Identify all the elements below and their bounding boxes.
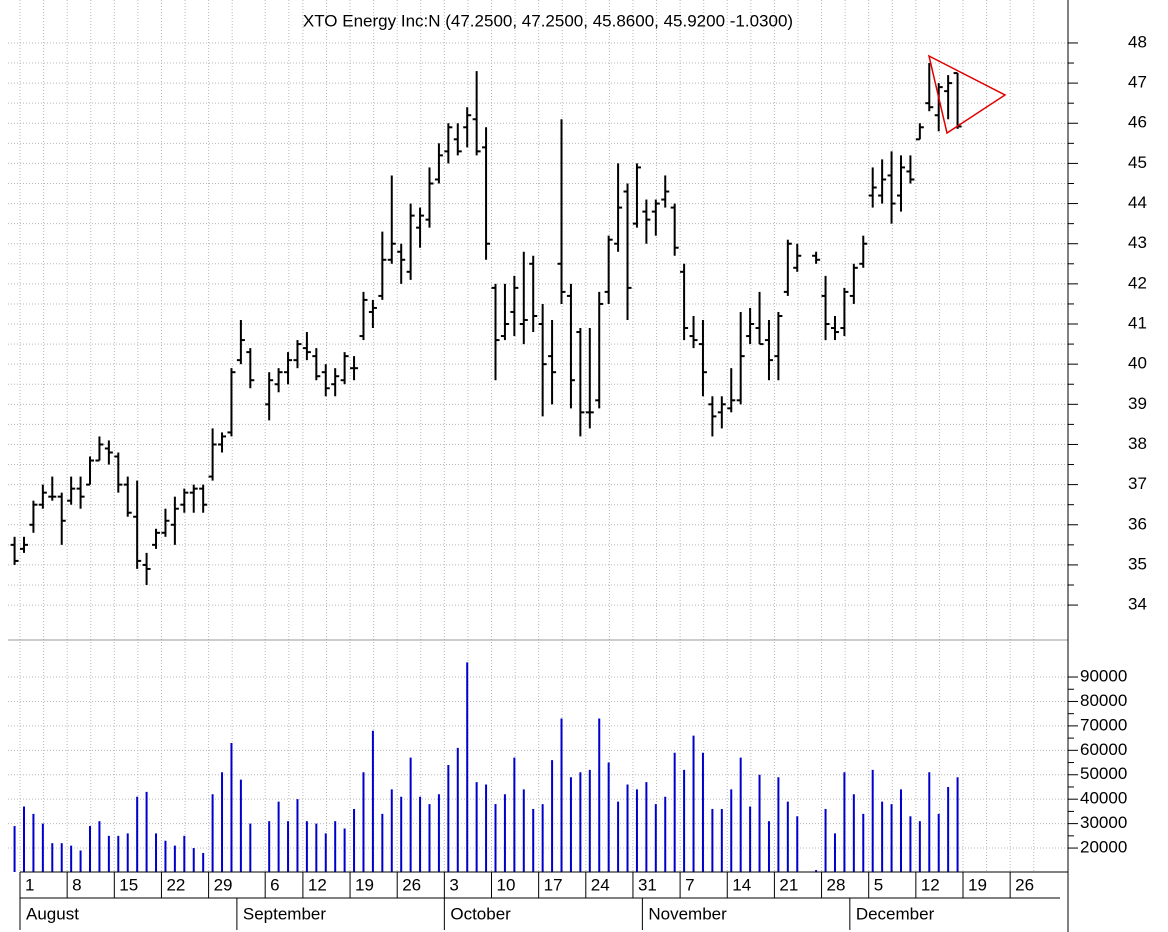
month-label: August — [26, 904, 79, 923]
x-tick-label: 21 — [779, 875, 798, 894]
y-tick-label: 36 — [1128, 514, 1147, 533]
y-tick-label: 37 — [1128, 474, 1147, 493]
x-tick-label: 1 — [25, 875, 34, 894]
y-tick-label: 47 — [1128, 73, 1147, 92]
x-tick-label: 12 — [308, 875, 327, 894]
x-tick-label: 17 — [544, 875, 563, 894]
y-tick-label: 46 — [1128, 113, 1147, 132]
y-tick-label: 44 — [1128, 193, 1147, 212]
y-tick-label: 38 — [1128, 434, 1147, 453]
x-tick-label: 10 — [497, 875, 516, 894]
volume-tick-label: 20000 — [1080, 838, 1127, 857]
month-label: October — [450, 904, 511, 923]
volume-tick-label: 80000 — [1080, 691, 1127, 710]
month-label: November — [648, 904, 727, 923]
triangle-annotation — [927, 54, 1007, 135]
x-tick-label: 7 — [685, 875, 694, 894]
y-tick-label: 43 — [1128, 233, 1147, 252]
y-tick-label: 39 — [1128, 394, 1147, 413]
x-tick-label: 8 — [72, 875, 81, 894]
volume-tick-label: 50000 — [1080, 764, 1127, 783]
chart-subtitle: XTO Energy Inc:N (47.2500, 47.2500, 45.8… — [303, 11, 793, 30]
x-tick-label: 26 — [402, 875, 421, 894]
x-tick-label: 28 — [827, 875, 846, 894]
grid-layer — [8, 0, 1068, 872]
y-tick-label: 40 — [1128, 354, 1147, 373]
volume-tick-label: 70000 — [1080, 715, 1127, 734]
x-tick-label: 19 — [355, 875, 374, 894]
x-tick-label: 15 — [119, 875, 138, 894]
y-tick-label: 42 — [1128, 273, 1147, 292]
volume-tick-label: 90000 — [1080, 667, 1127, 686]
volume-tick-label: 60000 — [1080, 740, 1127, 759]
x-tick-label: 22 — [166, 875, 185, 894]
y-tick-label: 41 — [1128, 313, 1147, 332]
x-tick-label: 12 — [921, 875, 940, 894]
y-tick-label: 48 — [1128, 32, 1147, 51]
x-tick-label: 29 — [214, 875, 233, 894]
month-label: December — [856, 904, 935, 923]
x-tick-label: 19 — [968, 875, 987, 894]
y-tick-label: 35 — [1128, 554, 1147, 573]
x-tick-label: 26 — [1015, 875, 1034, 894]
x-tick-label: 5 — [874, 875, 883, 894]
x-tick-label: 14 — [732, 875, 751, 894]
x-tick-label: 24 — [591, 875, 610, 894]
volume-tick-label: 40000 — [1080, 789, 1127, 808]
marks-layer — [10, 63, 962, 872]
y-tick-label: 34 — [1128, 595, 1147, 614]
x-tick-label: 6 — [270, 875, 279, 894]
x-tick-label: 3 — [449, 875, 458, 894]
y-tick-label: 45 — [1128, 153, 1147, 172]
month-label: September — [243, 904, 326, 923]
volume-tick-label: 30000 — [1080, 813, 1127, 832]
x-tick-label: 31 — [638, 875, 657, 894]
